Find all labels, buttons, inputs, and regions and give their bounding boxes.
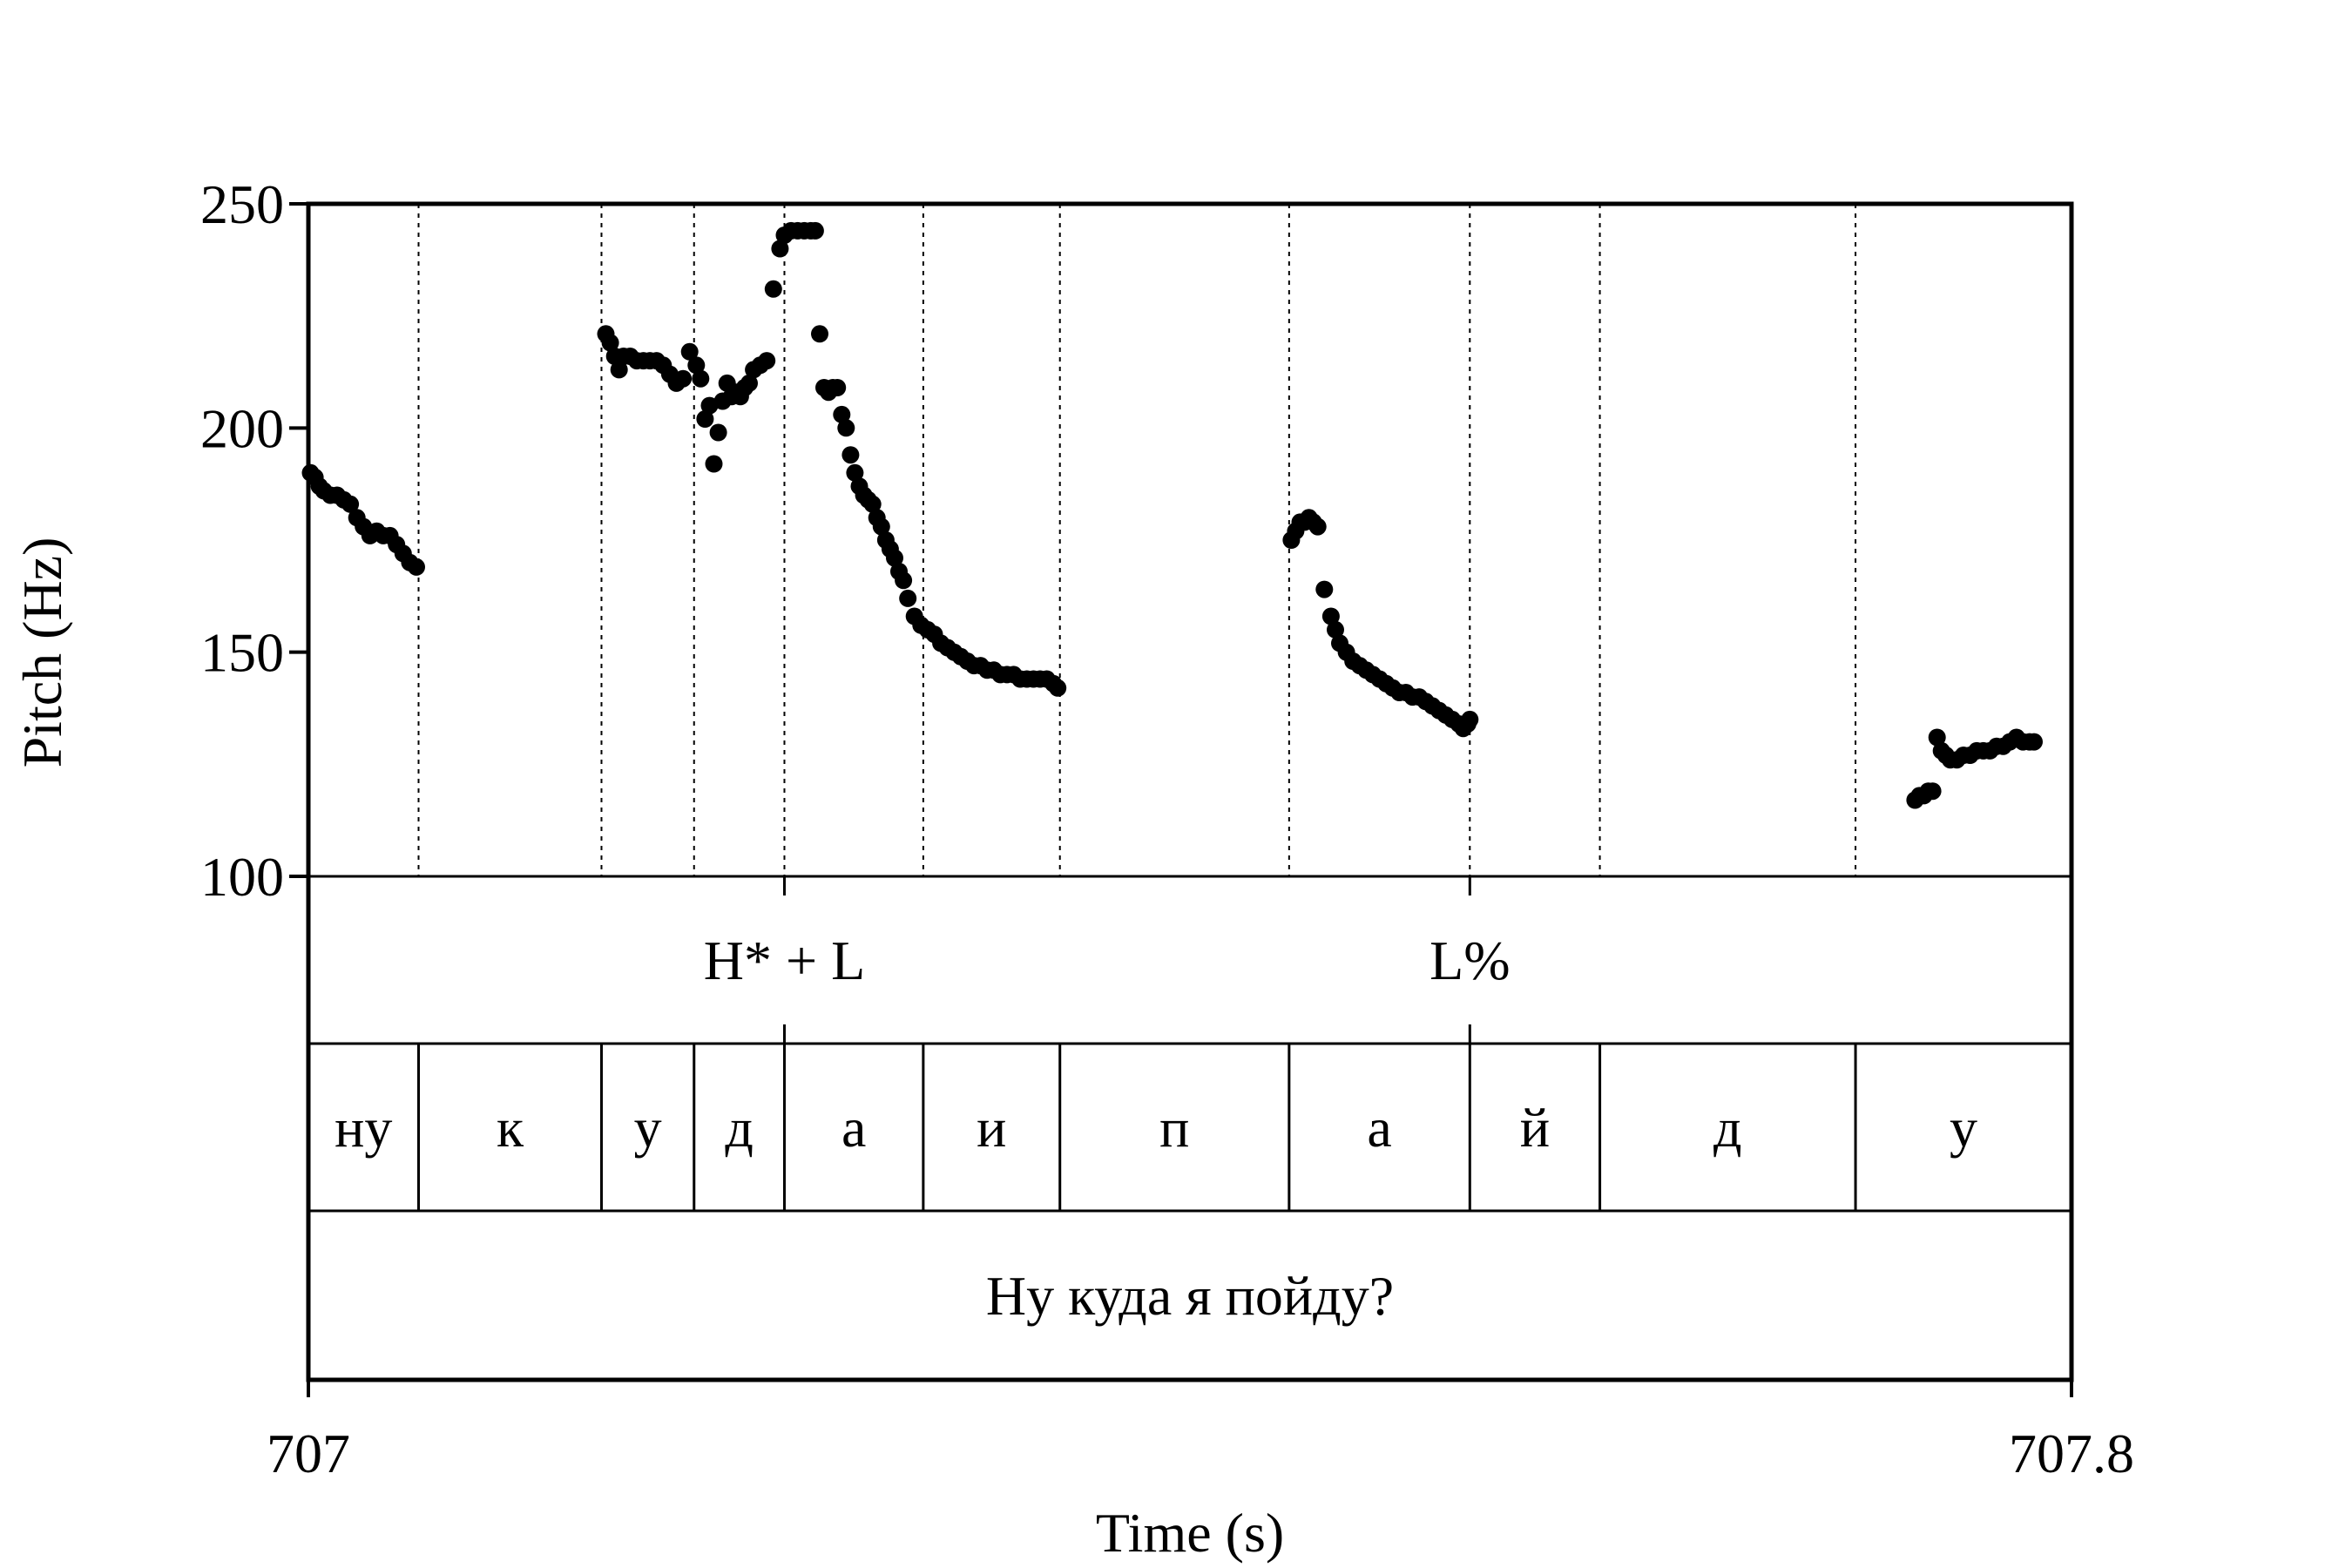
boundary-lines <box>417 204 1857 876</box>
pitch-point <box>899 589 917 607</box>
pitch-point <box>692 369 710 388</box>
pitch-point <box>1321 607 1340 625</box>
y-tick-label: 100 <box>200 846 284 908</box>
tone-label: L% <box>1429 929 1510 991</box>
pitch-point <box>610 361 628 379</box>
pitch-point <box>811 325 828 343</box>
segment-label: п <box>1159 1097 1189 1159</box>
y-tick-label: 200 <box>200 397 284 459</box>
segment-label: а <box>841 1097 866 1159</box>
pitch-point <box>687 356 706 375</box>
axes: 100 150 200 250 707 707.8 <box>200 173 2134 1484</box>
segment-label: к <box>497 1097 524 1159</box>
pitch-point <box>872 517 890 536</box>
pitch-point <box>837 419 855 437</box>
pitch-point <box>709 423 727 442</box>
pitch-points <box>301 221 2043 809</box>
pitch-point <box>1923 782 1942 801</box>
pitch-point <box>771 240 789 258</box>
pitch-point <box>846 463 864 482</box>
y-tick-label: 150 <box>200 622 284 684</box>
pitch-point <box>806 221 824 240</box>
segment-label: у <box>634 1097 662 1159</box>
pitch-point <box>833 405 851 423</box>
pitch-point <box>1928 728 1946 747</box>
segment-label: а <box>1367 1097 1391 1159</box>
pitch-point <box>764 280 782 298</box>
pitch-point <box>841 446 860 464</box>
pitch-point <box>740 374 758 392</box>
pitch-point <box>895 571 913 590</box>
segment-label: и <box>977 1097 1006 1159</box>
pitch-point <box>1308 517 1327 536</box>
pitch-point <box>1315 580 1334 598</box>
tone-label: H* + L <box>704 929 865 991</box>
x-tick-label: 707.8 <box>2009 1423 2134 1484</box>
pitch-point <box>408 558 425 576</box>
pitch-point <box>863 495 882 513</box>
segment-label: у <box>1950 1097 1977 1159</box>
pitch-point <box>2025 733 2043 751</box>
pitch-point <box>705 455 723 473</box>
segment-label: й <box>1520 1097 1550 1159</box>
pitch-point <box>1327 620 1344 639</box>
x-tick-label: 707 <box>267 1423 350 1484</box>
segment-label: д <box>1713 1097 1742 1159</box>
pitch-point <box>601 334 619 352</box>
y-axis-title: Pitch (Hz) <box>11 537 73 768</box>
pitch-point <box>758 352 776 370</box>
plot-frame <box>306 201 2074 1382</box>
pitch-point <box>674 369 693 388</box>
y-tick-label: 250 <box>200 173 284 235</box>
x-axis-title: Time (s) <box>1096 1502 1284 1564</box>
sentence-label: Ну куда я пойду? <box>986 1265 1394 1327</box>
annotation-tiers: H* + L L% ну к у д а и п а й д у Ну куда я пойду? <box>335 876 1977 1327</box>
pitch-point <box>828 379 847 396</box>
pitch-point <box>1049 679 1067 697</box>
segment-label: д <box>725 1097 754 1159</box>
pitch-point <box>341 495 360 513</box>
pitch-point <box>886 549 903 567</box>
pitch-point <box>1461 710 1479 728</box>
pitch-point <box>700 396 719 415</box>
pitch-point <box>696 410 714 428</box>
segment-label: ну <box>335 1097 392 1159</box>
pitch-point <box>680 342 699 361</box>
